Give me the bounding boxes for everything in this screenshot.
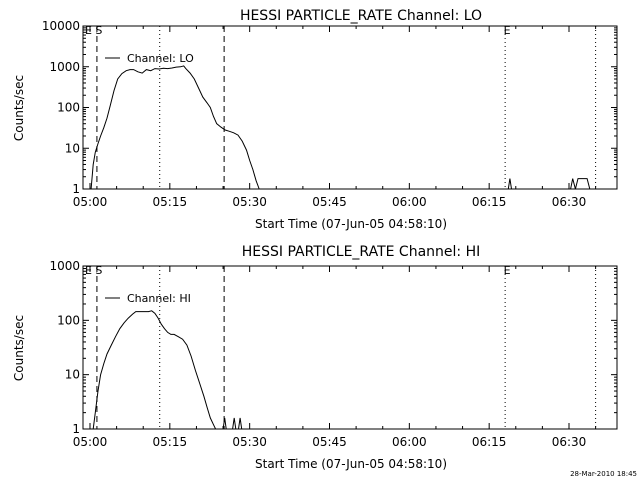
ytick-label-lo: 1 [72, 182, 80, 196]
xtick-label-hi: 05:45 [312, 435, 347, 449]
xtick-label-lo: 05:45 [312, 195, 347, 209]
ytick-label-hi: 10 [65, 368, 80, 382]
title-hi: HESSI PARTICLE_RATE Channel: HI [242, 244, 480, 260]
legend-label-hi: Channel: HI [127, 292, 191, 305]
ylabel-hi: Counts/sec [12, 315, 26, 381]
marker-label-hi: S [95, 264, 102, 277]
xtick-label-hi: 05:00 [73, 435, 108, 449]
ylabel-lo: Counts/sec [12, 75, 26, 141]
series-line-lo [507, 178, 512, 190]
ticks-lo: 05:00 05:15 05:30 05:45 06:00 06:15 06:30 1 10 10… [42, 19, 617, 209]
series-line-lo [570, 178, 591, 190]
marker-label-left-hi: E [85, 264, 92, 277]
marker-label-lo: S [95, 24, 102, 37]
footer-timestamp: 28-Mar-2010 18:45 [570, 470, 637, 478]
ytick-label-hi: 1 [72, 422, 80, 436]
ytick-label-hi: 1000 [49, 259, 80, 273]
markers-lo: S EE [85, 24, 597, 189]
series-line-lo [90, 65, 260, 190]
marker-label-left-lo: E [85, 24, 92, 37]
ticks-hi: 05:00 05:15 05:30 05:45 06:00 06:15 06:30 1 10 10… [49, 259, 617, 449]
plot-frame-hi [82, 265, 618, 430]
panel-channel-lo: HESSI PARTICLE_RATE Channel: LO Counts/s… [12, 8, 618, 231]
xlabel-hi: Start Time (07-Jun-05 04:58:10) [255, 457, 447, 471]
xtick-label-lo: 05:00 [73, 195, 108, 209]
panel-channel-hi: HESSI PARTICLE_RATE Channel: HI Counts/s… [12, 244, 618, 471]
series-hi [92, 310, 243, 430]
series-line-hi [222, 417, 243, 430]
marker-label-lo: E [504, 24, 511, 37]
xtick-label-hi: 06:00 [392, 435, 427, 449]
xtick-label-lo: 05:15 [153, 195, 188, 209]
ytick-label-lo: 100 [57, 101, 80, 115]
legend-label-lo: Channel: LO [127, 52, 194, 65]
xtick-label-lo: 06:30 [552, 195, 587, 209]
title-lo: HESSI PARTICLE_RATE Channel: LO [240, 8, 482, 24]
ytick-label-lo: 10 [65, 141, 80, 155]
xtick-label-lo: 05:30 [232, 195, 267, 209]
xtick-label-lo: 06:00 [392, 195, 427, 209]
marker-label-hi: E [504, 264, 511, 277]
ytick-label-hi: 100 [57, 313, 80, 327]
xtick-label-hi: 05:30 [232, 435, 267, 449]
series-lo [90, 65, 591, 190]
ytick-label-lo: 1000 [49, 60, 80, 74]
xtick-label-hi: 06:15 [472, 435, 507, 449]
xtick-label-hi: 06:30 [552, 435, 587, 449]
ytick-label-lo: 10000 [42, 19, 80, 33]
xlabel-lo: Start Time (07-Jun-05 04:58:10) [255, 217, 447, 231]
series-line-hi [92, 310, 217, 430]
xtick-label-hi: 05:15 [153, 435, 188, 449]
xtick-label-lo: 06:15 [472, 195, 507, 209]
